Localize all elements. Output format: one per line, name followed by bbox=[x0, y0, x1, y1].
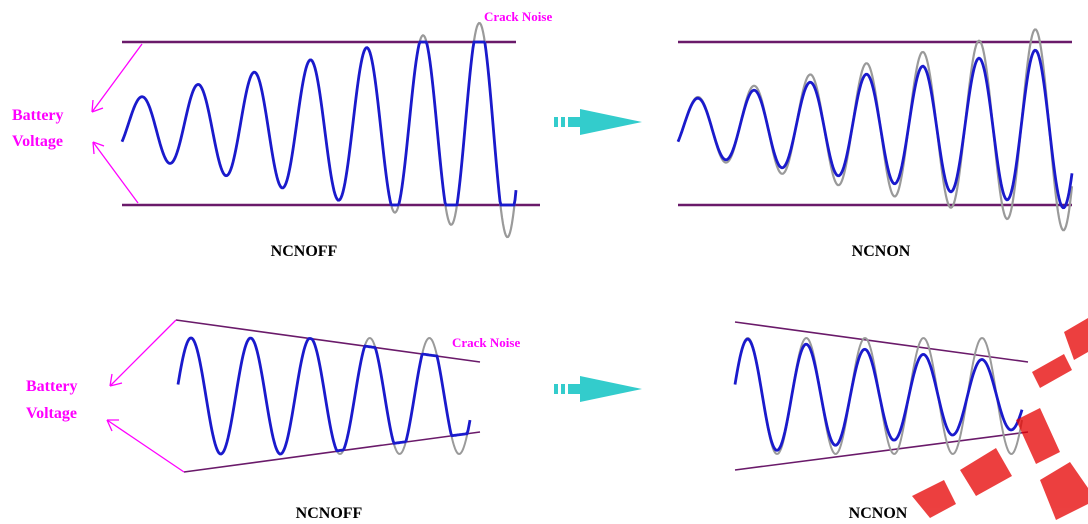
crack-noise-label: Crack Noise bbox=[484, 9, 552, 24]
crack-noise-label: Crack Noise bbox=[452, 335, 520, 350]
transition-arrow-top bbox=[554, 109, 642, 135]
clipped-wave bbox=[176, 336, 472, 456]
caption-ncnoff: NCNOFF bbox=[296, 505, 363, 522]
pointer-arrow-down bbox=[106, 419, 185, 473]
battery-label: Battery bbox=[12, 107, 64, 124]
clipped-wave bbox=[120, 40, 518, 207]
panel-top-left bbox=[120, 21, 540, 239]
panel-bottom-left bbox=[175, 319, 481, 473]
voltage-label: Voltage bbox=[26, 405, 77, 422]
voltage-label: Voltage bbox=[12, 133, 63, 150]
caption-ncnon: NCNON bbox=[849, 505, 908, 522]
crack-noise-wave bbox=[676, 28, 1074, 232]
panel-top-right bbox=[676, 28, 1074, 232]
upper-rail bbox=[734, 321, 1029, 363]
caption-ncnoff: NCNOFF bbox=[271, 243, 338, 260]
pointer-arrow-down bbox=[92, 141, 139, 204]
limited-wave bbox=[733, 337, 1024, 452]
caption-ncnon: NCNON bbox=[852, 243, 911, 260]
pointer-arrow-up bbox=[109, 319, 177, 387]
battery-voltage-annotation-top: Battery Voltage bbox=[12, 43, 143, 204]
arrowhead-icon bbox=[92, 141, 105, 155]
arrowhead-icon bbox=[109, 373, 123, 387]
transition-arrow-bottom bbox=[554, 376, 642, 402]
watermark bbox=[912, 318, 1088, 520]
panel-bottom-right bbox=[733, 321, 1029, 471]
pointer-arrow-up bbox=[91, 43, 143, 113]
lower-rail bbox=[183, 431, 481, 473]
arrowhead-icon bbox=[91, 99, 104, 113]
battery-voltage-annotation-bottom: Battery Voltage bbox=[26, 319, 185, 473]
limited-wave bbox=[676, 48, 1074, 210]
battery-label: Battery bbox=[26, 378, 78, 395]
lower-rail bbox=[734, 431, 1029, 471]
arrowhead-icon bbox=[106, 419, 119, 432]
